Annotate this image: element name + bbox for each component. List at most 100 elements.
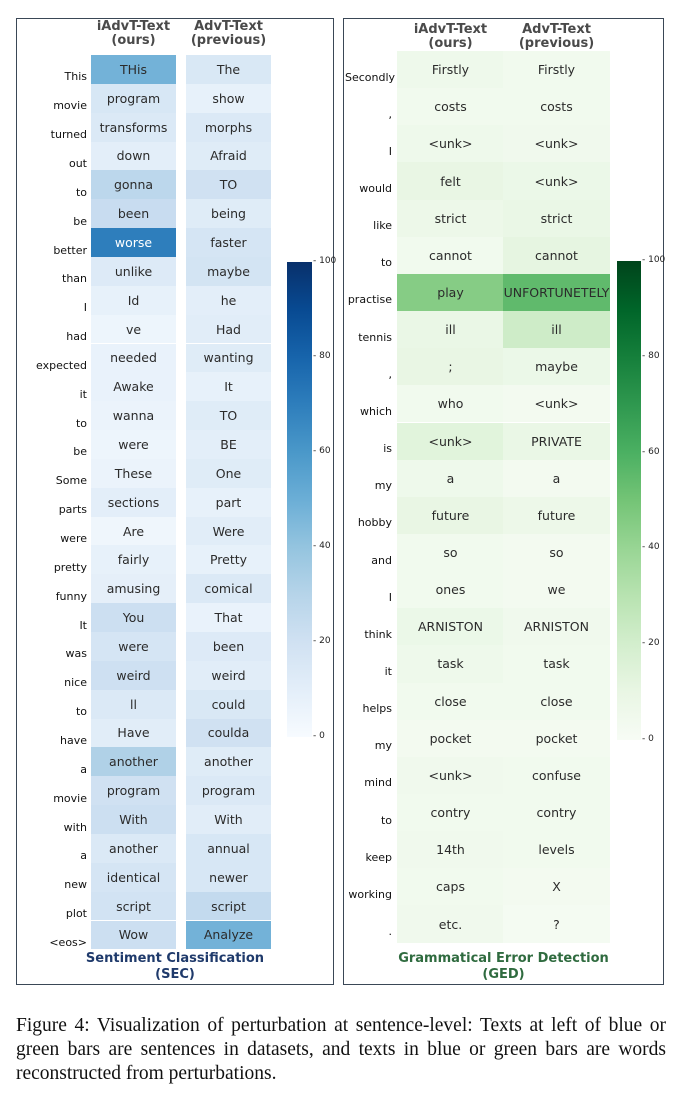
sentence-token: a [80, 849, 87, 863]
heatmap-cell: a [397, 459, 504, 497]
heatmap-cell: gonna [91, 170, 176, 200]
sentence-token: think [364, 627, 392, 641]
heatmap-cell: One [186, 458, 271, 488]
colorbar-tick-label: - 40 [642, 542, 660, 553]
heatmap-cell: could [186, 689, 271, 719]
sentence-token: This [64, 70, 87, 84]
ged-panel [343, 18, 664, 985]
heatmap-cell: Analyze [186, 920, 271, 950]
heatmap-cell: future [397, 496, 504, 534]
heatmap-cell: ARNISTON [503, 608, 610, 646]
heatmap-cell: Are [91, 516, 176, 546]
heatmap-cell: fairly [91, 545, 176, 575]
heatmap-cell: That [186, 603, 271, 632]
sentence-token: it [384, 664, 392, 678]
heatmap-cell: task [397, 645, 504, 683]
sentence-token: pretty [53, 560, 87, 574]
heatmap-cell: so [397, 533, 504, 572]
heatmap-cell: <unk> [503, 125, 610, 163]
heatmap-cell: costs [397, 88, 504, 126]
colorbar-tick-label: - 60 [642, 446, 660, 457]
heatmap-cell: another [91, 747, 176, 777]
sentence-token: out [68, 156, 87, 170]
heatmap-cell: <unk> [503, 385, 610, 423]
heatmap-cell: <unk> [397, 422, 504, 460]
colorbar-tick-label: - 20 [642, 638, 660, 649]
sentence-token: new [64, 878, 87, 892]
heatmap-cell: costs [503, 88, 610, 126]
colorbar-tick-label: - 100 [313, 256, 337, 266]
sentence-token: <eos> [49, 935, 87, 949]
sentence-token: . [388, 925, 393, 939]
colorbar-tick-label: - 60 [313, 446, 331, 456]
heatmap-cell: ones [397, 571, 504, 609]
heatmap-cell: script [186, 891, 271, 921]
column-header: AdvT-Text (previous) [190, 19, 267, 48]
sentence-token: a [80, 762, 87, 776]
sentence-token: keep [365, 850, 393, 864]
heatmap-cell: cannot [503, 236, 610, 274]
heatmap-cell: coulda [186, 718, 271, 748]
sentence-token: it [79, 387, 87, 401]
heatmap-cell: part [186, 487, 271, 517]
sentence-token: turned [50, 128, 87, 142]
heatmap-cell: 14th [397, 831, 504, 869]
heatmap-cell: play [397, 273, 504, 312]
heatmap-cell: cannot [397, 236, 504, 274]
sentence-token: my [374, 739, 392, 753]
heatmap-cell: <unk> [397, 125, 504, 163]
heatmap-cell: strict [503, 199, 610, 237]
heatmap-cell: needed [91, 343, 176, 373]
heatmap-cell: confuse [503, 756, 610, 794]
heatmap-cell: newer [186, 862, 271, 892]
heatmap-cell: THis [91, 55, 176, 84]
heatmap-cell: Pretty [186, 545, 271, 575]
heatmap-cell: ARNISTON [397, 608, 504, 646]
heatmap-cell: wanna [91, 401, 176, 431]
sentence-token: to [380, 813, 392, 827]
sentence-token: would [359, 182, 392, 196]
sentence-token: better [53, 243, 87, 257]
sentence-token: had [66, 330, 87, 344]
heatmap-cell: Id [91, 285, 176, 315]
heatmap-cell: These [91, 458, 176, 488]
heatmap-cell: Wow [91, 920, 176, 950]
heatmap-cell: future [503, 496, 610, 534]
sentence-token: expected [36, 358, 87, 372]
heatmap-cell: down [91, 141, 176, 171]
sentence-token: to [75, 705, 87, 719]
heatmap-cell: BE [186, 430, 271, 459]
heatmap-cell: <unk> [397, 756, 504, 794]
heatmap-cell: pocket [503, 719, 610, 757]
sentence-token: practise [347, 293, 392, 307]
colorbar-tick-label: - 80 [642, 350, 660, 361]
sentence-token: , [388, 107, 393, 121]
heatmap-cell: weird [186, 660, 271, 690]
heatmap-cell: TO [186, 401, 271, 431]
sentence-token: to [75, 416, 87, 430]
sentence-token: It [79, 618, 87, 632]
heatmap-cell: Have [91, 718, 176, 748]
heatmap-cell: maybe [503, 348, 610, 386]
heatmap-cell: another [91, 833, 176, 863]
sentence-token: hobby [357, 516, 392, 530]
heatmap-cell: It [186, 372, 271, 402]
colorbar-tick-label: - 80 [313, 351, 331, 361]
heatmap-cell: Awake [91, 372, 176, 402]
heatmap-cell: comical [186, 574, 271, 604]
heatmap-cell: annual [186, 833, 271, 863]
colorbar-tick-label: - 0 [642, 734, 654, 744]
sentence-token: movie [53, 99, 87, 113]
heatmap-cell: unlike [91, 256, 176, 286]
heatmap-cell: weird [91, 660, 176, 690]
heatmap-cell: Firstly [503, 51, 610, 89]
sentence-token: tennis [358, 330, 392, 344]
heatmap-cell: wanting [186, 343, 271, 373]
heatmap-cell: morphs [186, 112, 271, 142]
heatmap-cell: With [91, 805, 176, 834]
colorbar-tick-label: - 100 [642, 255, 666, 265]
sentence-token: plot [65, 907, 87, 921]
sentence-token: movie [53, 791, 87, 805]
sentence-token: and [371, 553, 392, 567]
sentence-token: were [60, 532, 87, 546]
